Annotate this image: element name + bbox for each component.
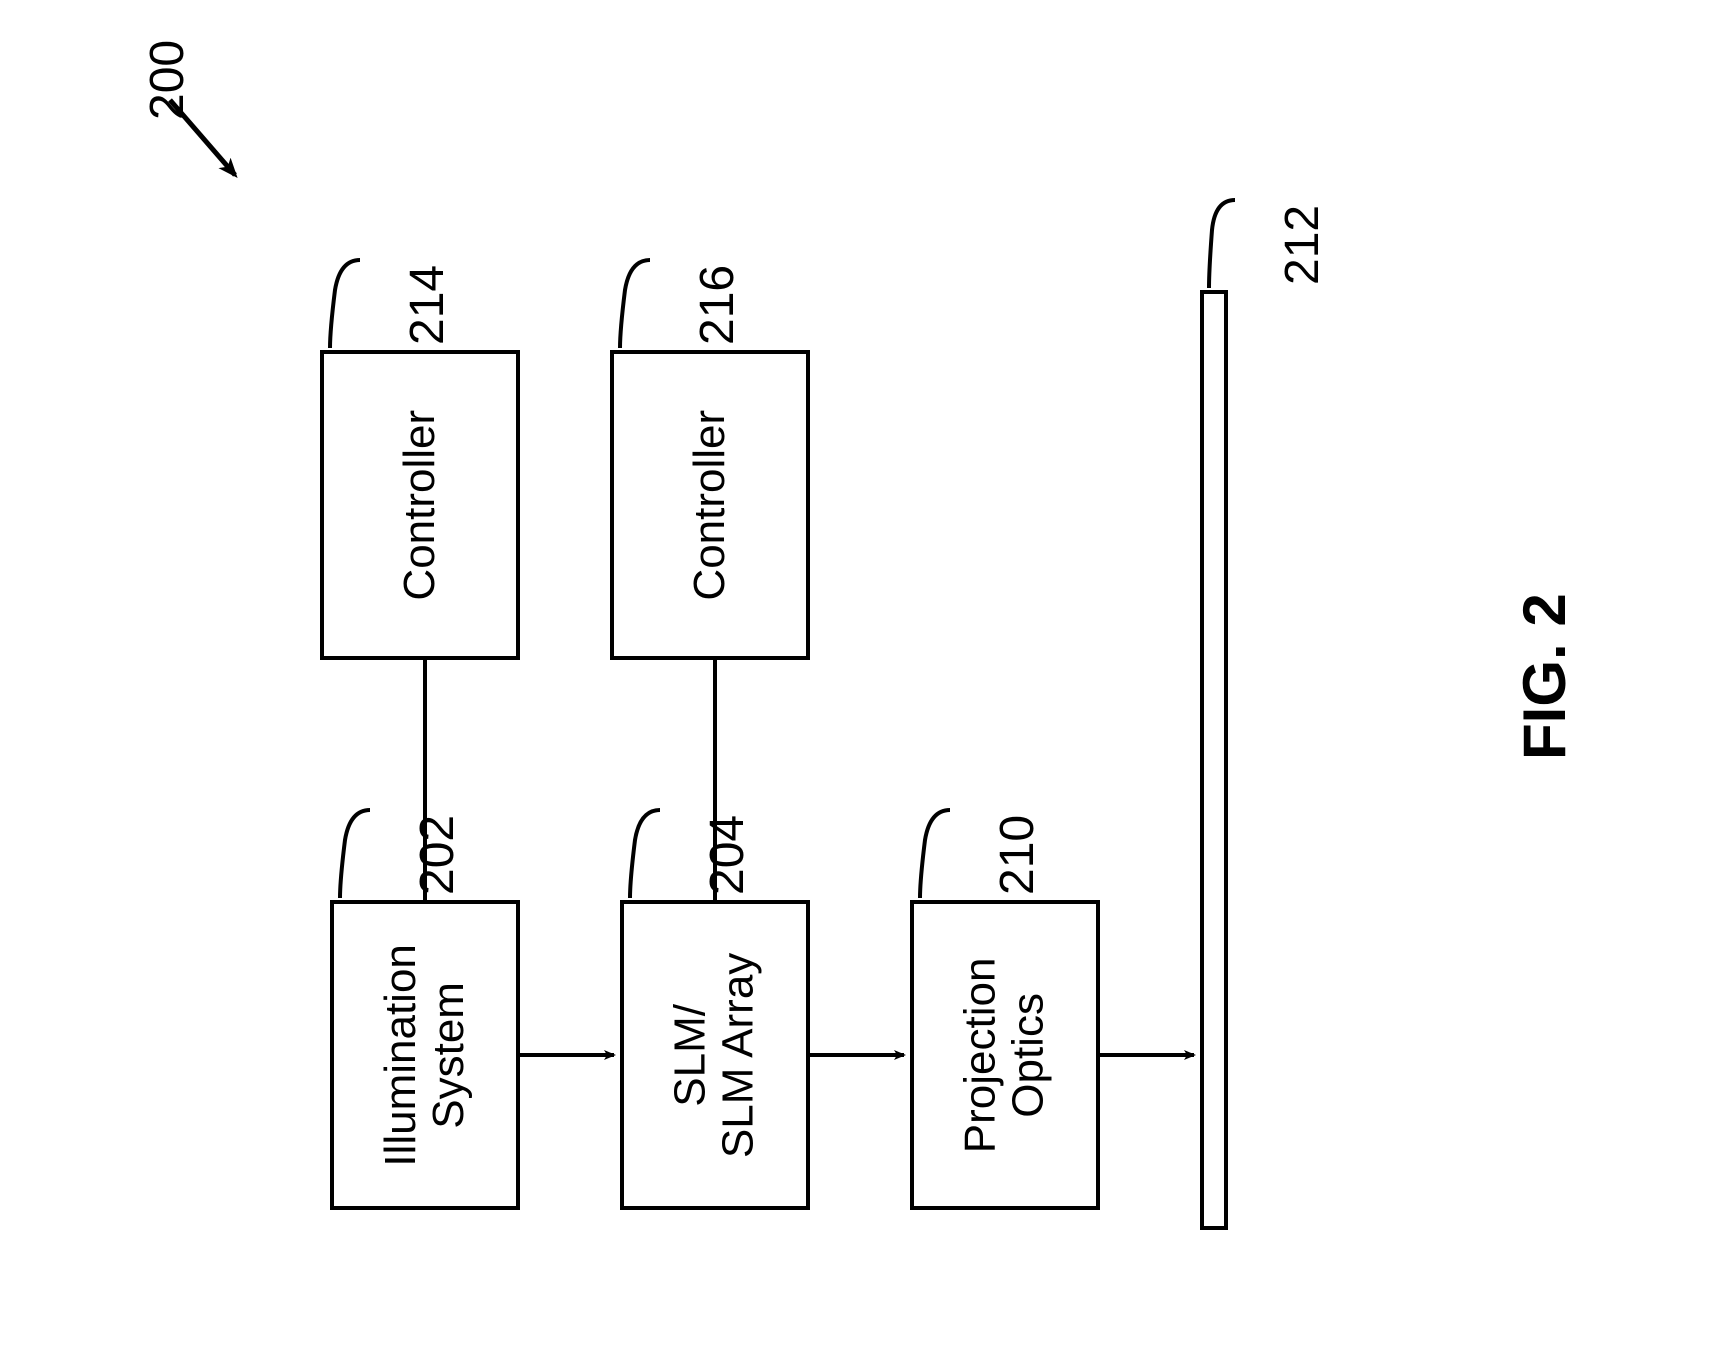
diagram-canvas: 200 Illumination System 202 SLM/ SLM Arr… <box>0 0 1723 1366</box>
projection-optics-label: Projection Optics <box>957 957 1054 1153</box>
hook-216 <box>620 260 650 348</box>
slm-line1: SLM/ <box>666 1004 715 1107</box>
controller2-line1: Controller <box>685 410 734 601</box>
controller1-line1: Controller <box>395 410 444 601</box>
illumination-system-label: Illumination System <box>377 944 474 1167</box>
figure-caption-text: FIG. 2 <box>1511 593 1578 760</box>
illumination-line2: System <box>424 982 473 1129</box>
hook-212 <box>1209 200 1235 288</box>
ref-210: 210 <box>990 815 1045 895</box>
ref-214: 214 <box>400 265 455 345</box>
ref-214-text: 214 <box>401 265 454 345</box>
ref-202-text: 202 <box>411 815 464 895</box>
illumination-system-block: Illumination System <box>330 900 520 1210</box>
hook-204 <box>630 810 660 898</box>
connectors-overlay <box>0 0 1723 1366</box>
projection-optics-block: Projection Optics <box>910 900 1100 1210</box>
controller-216-label: Controller <box>686 410 734 601</box>
ref-212-text: 212 <box>1276 205 1329 285</box>
ref-216: 216 <box>690 265 745 345</box>
slm-array-block: SLM/ SLM Array <box>620 900 810 1210</box>
illumination-line1: Illumination <box>376 944 425 1167</box>
ref-212: 212 <box>1275 205 1330 285</box>
hook-214 <box>330 260 360 348</box>
hook-210 <box>920 810 950 898</box>
hook-202 <box>340 810 370 898</box>
figure-caption: FIG. 2 <box>1510 593 1579 760</box>
ref-200: 200 <box>140 40 195 120</box>
controller-216-block: Controller <box>610 350 810 660</box>
ref-200-text: 200 <box>141 40 194 120</box>
controller-214-block: Controller <box>320 350 520 660</box>
ref-204: 204 <box>700 815 755 895</box>
projection-line1: Projection <box>956 957 1005 1153</box>
ref-216-text: 216 <box>691 265 744 345</box>
projection-line2: Optics <box>1004 993 1053 1118</box>
ref-210-text: 210 <box>991 815 1044 895</box>
controller-214-label: Controller <box>396 410 444 601</box>
ref-204-text: 204 <box>701 815 754 895</box>
ref-202: 202 <box>410 815 465 895</box>
slm-array-label: SLM/ SLM Array <box>667 952 764 1157</box>
substrate-bar <box>1200 290 1228 1230</box>
slm-line2: SLM Array <box>714 952 763 1157</box>
